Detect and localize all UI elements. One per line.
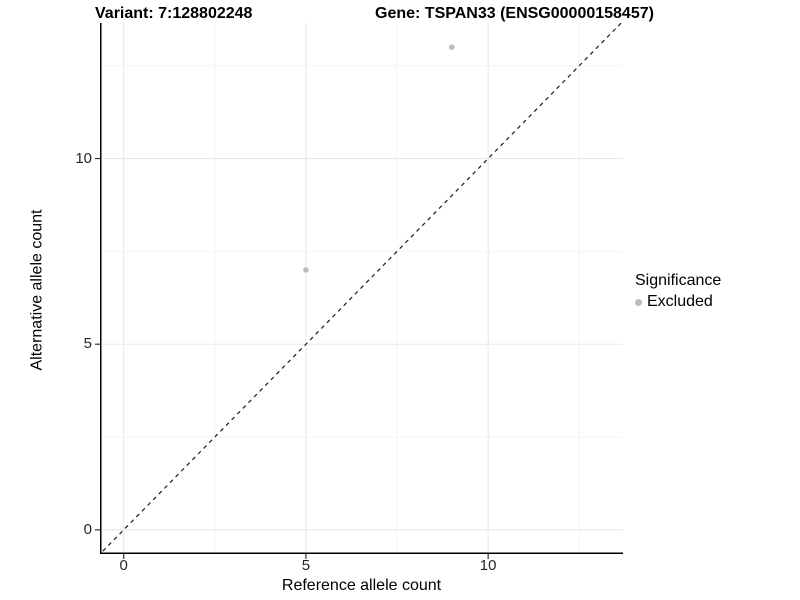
- x-tick-label: 5: [301, 557, 311, 574]
- variant-title: Variant: 7:128802248: [95, 5, 253, 22]
- plot-canvas: [95, 23, 623, 559]
- y-tick-label: 0: [83, 520, 92, 538]
- y-tick-label: 10: [75, 149, 92, 167]
- legend-item-excluded: Excluded: [635, 293, 721, 311]
- legend: Significance Excluded: [635, 272, 721, 311]
- y-tick-label: 5: [83, 335, 92, 353]
- gene-title: Gene: TSPAN33 (ENSG00000158457): [375, 5, 654, 22]
- legend-item-label: Excluded: [647, 293, 713, 310]
- x-tick-label: 10: [479, 557, 497, 574]
- plot-panel: [95, 23, 623, 559]
- legend-point-icon: [635, 298, 642, 306]
- x-axis-title: Reference allele count: [281, 577, 442, 594]
- data-point: [448, 44, 455, 50]
- y-axis-title: Alternative allele count: [28, 209, 46, 371]
- identity-reference-line: [100, 23, 623, 554]
- data-point: [303, 267, 309, 273]
- legend-title: Significance: [635, 272, 722, 289]
- x-tick-label: 0: [119, 557, 128, 574]
